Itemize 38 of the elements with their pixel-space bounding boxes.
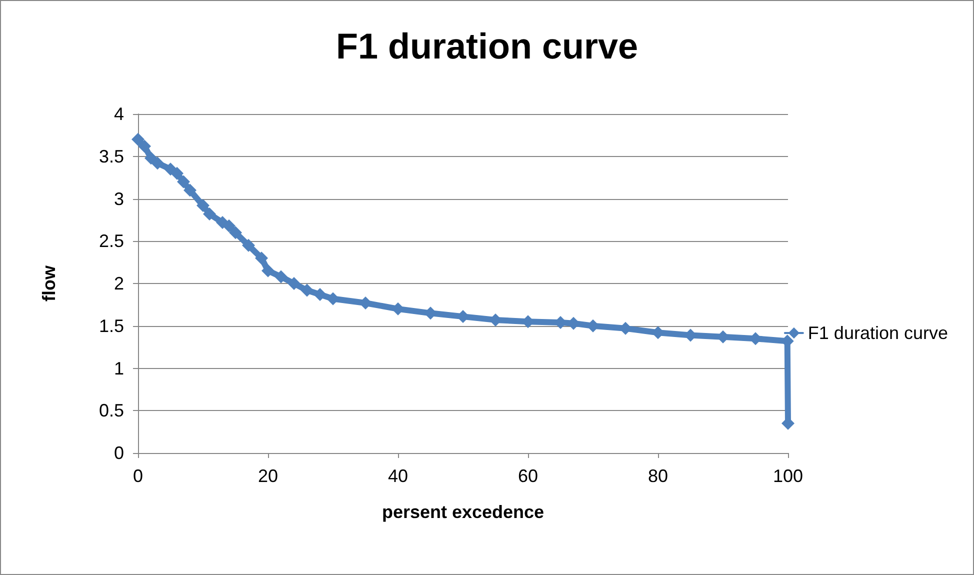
- y-tick-label: 3.5: [98, 146, 124, 166]
- x-tick-label: 100: [772, 466, 804, 486]
- y-tick-label: 1: [114, 358, 124, 378]
- point: [274, 270, 288, 284]
- legend-label: F1 duration curve: [808, 323, 948, 343]
- point: [262, 264, 274, 278]
- y-tick-label: 3: [114, 188, 124, 209]
- point: [138, 140, 151, 153]
- point: [288, 277, 300, 290]
- y-tick-label: 4: [114, 104, 124, 124]
- point: [255, 252, 268, 265]
- point: [184, 184, 196, 197]
- point: [151, 156, 164, 170]
- point: [300, 284, 314, 297]
- x-tick-label: 60: [518, 466, 538, 486]
- point: [144, 152, 158, 165]
- y-tick-label: 0: [114, 443, 124, 463]
- x-tick-label: 40: [388, 466, 408, 486]
- point: [132, 132, 144, 146]
- y-tick-label: 2: [114, 274, 124, 294]
- point: [170, 166, 184, 180]
- x-tick-label: 20: [258, 466, 278, 486]
- x-tick-label: 80: [648, 466, 668, 486]
- point: [177, 175, 190, 188]
- point: [326, 292, 340, 306]
- y-tick-label: 1.5: [98, 316, 124, 336]
- chart-title: F1 duration curve: [336, 26, 638, 66]
- point: [314, 288, 326, 302]
- y-tick-label: 0.5: [98, 400, 124, 421]
- point: [242, 238, 255, 252]
- point: [203, 208, 216, 221]
- x-axis-title: persent excedence: [382, 502, 544, 522]
- point: [229, 226, 242, 240]
- x-tick-label: 0: [132, 466, 144, 486]
- point: [196, 199, 210, 212]
- point: [222, 219, 236, 232]
- y-tick-label: 2.5: [98, 231, 124, 252]
- y-axis-title: flow: [39, 264, 59, 302]
